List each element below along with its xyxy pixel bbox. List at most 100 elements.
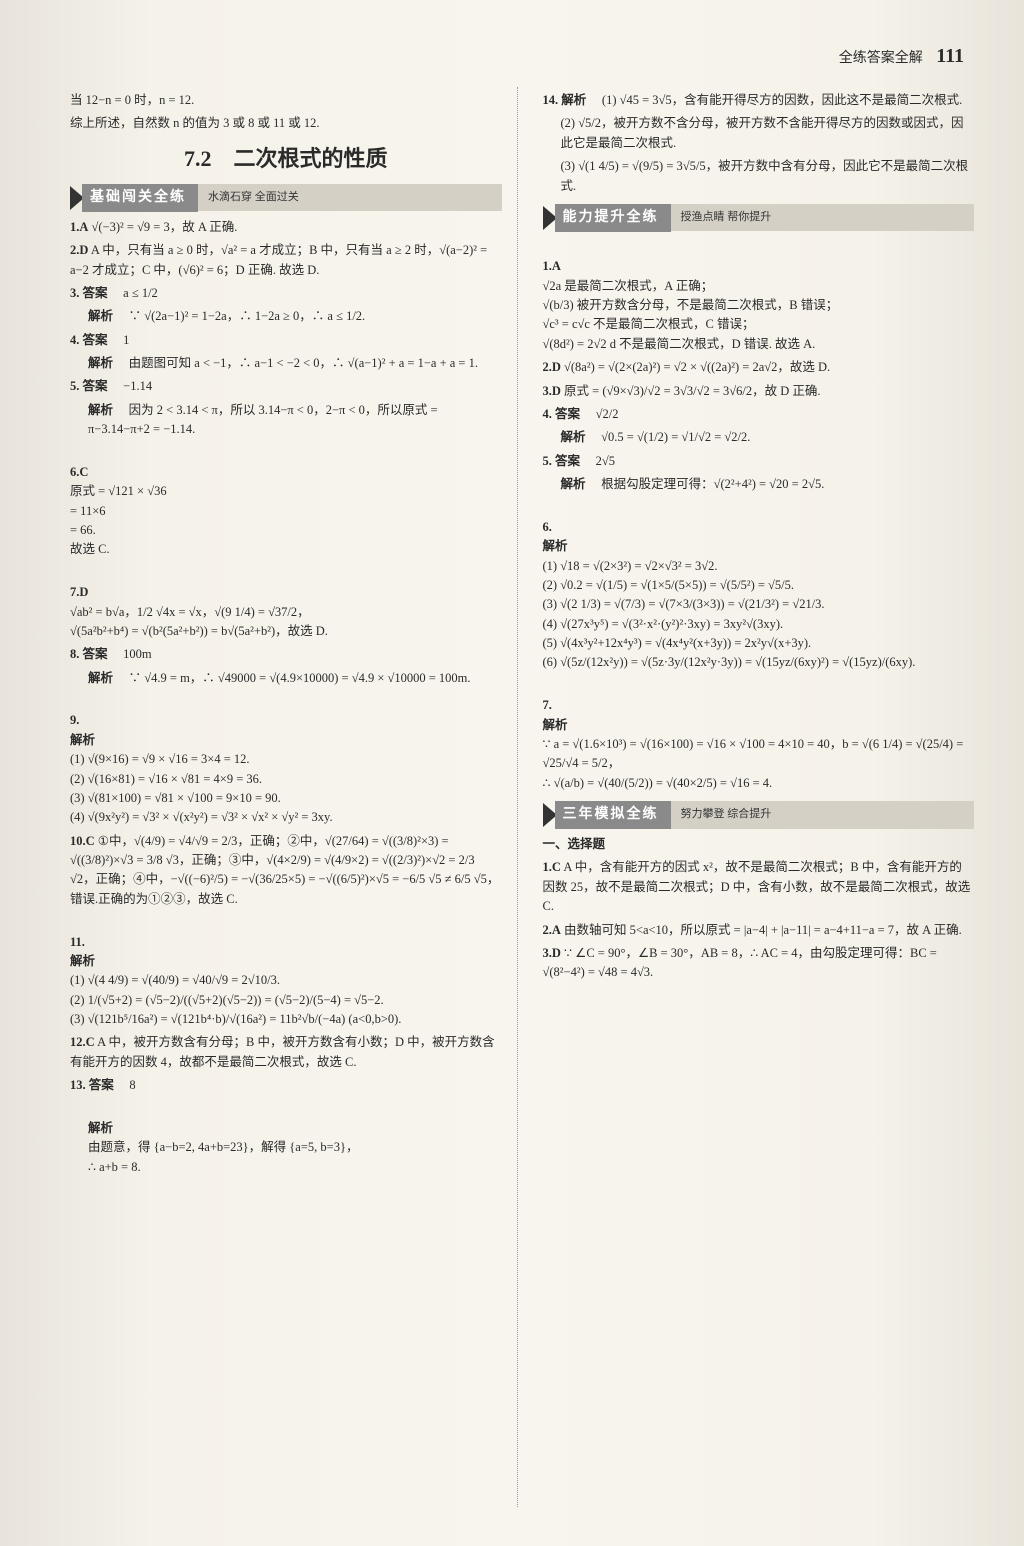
answer-value: a ≤ 1/2 [123, 286, 158, 300]
item-text: √ab² = b√a，1/2 √4x = √x，√(9 1/4) = √37/2… [70, 605, 328, 638]
item-14-p2: (2) √5/2，被开方数不含分母，被开方数不含能开得尽方的因数或因式，因此它是… [543, 114, 975, 153]
item-13-exp: 解析 由题意，得 {a−b=2, 4a+b=23}，解得 {a=5, b=3}，… [70, 1100, 502, 1178]
item-num: 14. [543, 93, 559, 107]
item-num: 6. [543, 520, 552, 534]
item-num: 7.D [70, 585, 88, 599]
answer-label: 答案 [83, 647, 108, 661]
ab-item-6: 6. 解析 (1) √18 = √(2×3²) = √2×√3² = 3√2. … [543, 498, 975, 672]
explain-label: 解析 [543, 718, 568, 732]
item-text: A 中，被开方数含有分母；B 中，被开方数含有小数；D 中，被开方数含有能开方的… [70, 1035, 495, 1068]
item-text: ∵ ∠C = 90°，∠B = 30°，AB = 8，∴ AC = 4，由勾股定… [543, 946, 937, 979]
item-num: 5. [70, 379, 79, 393]
item-num: 12.C [70, 1035, 95, 1049]
item-12: 12.C A 中，被开方数含有分母；B 中，被开方数含有小数；D 中，被开方数含… [70, 1033, 502, 1072]
item-4-ans: 4. 答案 1 [70, 331, 502, 350]
item-3-exp: 解析 ∵ √(2a−1)² = 1−2a，∴ 1−2a ≥ 0，∴ a ≤ 1/… [70, 307, 502, 326]
item-text: A 中，含有能开方的因式 x²，故不是最简二次根式；B 中，含有能开方的因数 2… [543, 860, 971, 913]
band-main-text: 能力提升全练 [555, 204, 671, 232]
band-main-text: 三年模拟全练 [555, 801, 671, 829]
explain-text: 由题意，得 {a−b=2, 4a+b=23}，解得 {a=5, b=3}， ∴ … [88, 1140, 358, 1173]
explain-text: ∵ a = √(1.6×10³) = √(16×100) = √16 × √10… [543, 737, 964, 790]
answer-label: 答案 [555, 407, 580, 421]
item-num: 2.A [543, 923, 561, 937]
item-text: 由数轴可知 5<a<10，所以原式 = |a−4| + |a−11| = a−4… [564, 923, 962, 937]
explain-label: 解析 [88, 1121, 113, 1135]
answer-value: −1.14 [123, 379, 152, 393]
ab-item-5-ans: 5. 答案 2√5 [543, 452, 975, 471]
item-text: 原式 = √121 × √36 = 11×6 = 66. 故选 C. [70, 484, 167, 556]
explain-text: ∵ √4.9 = m，∴ √49000 = √(4.9×10000) = √4.… [129, 671, 471, 685]
explain-label: 解析 [88, 403, 113, 417]
item-2: 2.D A 中，只有当 a ≥ 0 时，√a² = a 才成立；B 中，只有当 … [70, 241, 502, 280]
item-num: 8. [70, 647, 79, 661]
item-9: 9. 解析 (1) √(9×16) = √9 × √16 = 3×4 = 12.… [70, 692, 502, 828]
item-num: 11. [70, 935, 85, 949]
item-num: 2.D [543, 360, 561, 374]
item-num: 2.D [70, 243, 88, 257]
answer-value: 8 [129, 1078, 135, 1092]
item-num: 9. [70, 713, 79, 727]
item-8-ans: 8. 答案 100m [70, 645, 502, 664]
choice-3: 3.D ∵ ∠C = 90°，∠B = 30°，AB = 8，∴ AC = 4，… [543, 944, 975, 983]
item-num: 13. [70, 1078, 86, 1092]
item-num: 1.A [70, 220, 88, 234]
columns-container: 当 12−n = 0 时，n = 12. 综上所述，自然数 n 的值为 3 或 … [70, 87, 974, 1507]
explain-text: (1) √18 = √(2×3²) = √2×√3² = 3√2. (2) √0… [543, 559, 916, 670]
answer-label: 答案 [555, 454, 580, 468]
item-num: 10.C [70, 834, 95, 848]
item-14-p1: (1) √45 = 3√5，含有能开得尽方的因数，因此这不是最简二次根式. [602, 93, 962, 107]
explain-text: 因为 2 < 3.14 < π，所以 3.14−π < 0，2−π < 0，所以… [88, 403, 438, 436]
page: 全练答案全解 111 当 12−n = 0 时，n = 12. 综上所述，自然数… [0, 0, 1024, 1546]
explain-label: 解析 [561, 477, 586, 491]
explain-label: 解析 [561, 430, 586, 444]
item-10: 10.C ①中，√(4/9) = √4/√9 = 2/3，正确；②中，√(27/… [70, 832, 502, 910]
answer-value: 100m [123, 647, 151, 661]
choice-heading: 一、选择题 [543, 835, 975, 854]
item-text: ①中，√(4/9) = √4/√9 = 2/3，正确；②中，√(27/64) =… [70, 834, 499, 906]
right-column: 14. 解析 (1) √45 = 3√5，含有能开得尽方的因数，因此这不是最简二… [538, 87, 975, 1507]
item-num: 1.C [543, 860, 561, 874]
band-basic: 基础闯关全练 水滴石穿 全面过关 [70, 186, 502, 210]
item-5-ans: 5. 答案 −1.14 [70, 377, 502, 396]
answer-label: 答案 [89, 1078, 114, 1092]
explain-label: 解析 [88, 671, 113, 685]
band-main-text: 基础闯关全练 [82, 184, 198, 212]
item-1: 1.A √(−3)² = √9 = 3，故 A 正确. [70, 218, 502, 237]
ab-item-3: 3.D 原式 = (√9×√3)/√2 = 3√3/√2 = 3√6/2，故 D… [543, 382, 975, 401]
choice-1: 1.C A 中，含有能开方的因式 x²，故不是最简二次根式；B 中，含有能开方的… [543, 858, 975, 916]
item-14-p3: (3) √(1 4/5) = √(9/5) = 3√5/5，被开方数中含有分母，… [543, 157, 975, 196]
item-num: 7. [543, 698, 552, 712]
explain-label: 解析 [561, 93, 586, 107]
item-num: 6.C [70, 465, 88, 479]
band-three-year: 三年模拟全练 努力攀登 综合提升 [543, 803, 975, 827]
band-sub-text: 水滴石穿 全面过关 [198, 184, 502, 211]
item-11: 11. 解析 (1) √(4 4/9) = √(40/9) = √40/√9 =… [70, 913, 502, 1029]
explain-text: (1) √(4 4/9) = √(40/9) = √40/√9 = 2√10/3… [70, 973, 401, 1026]
answer-value: 2√5 [596, 454, 615, 468]
answer-label: 答案 [83, 333, 108, 347]
explain-label: 解析 [70, 733, 95, 747]
section-title: 7.2 二次根式的性质 [70, 142, 502, 176]
item-6: 6.C 原式 = √121 × √36 = 11×6 = 66. 故选 C. [70, 444, 502, 560]
explain-text: √0.5 = √(1/2) = √1/√2 = √2/2. [601, 430, 750, 444]
item-num: 3.D [543, 946, 561, 960]
item-5-exp: 解析 因为 2 < 3.14 < π，所以 3.14−π < 0，2−π < 0… [70, 401, 502, 440]
item-num: 1.A [543, 259, 561, 273]
item-7: 7.D √ab² = b√a，1/2 √4x = √x，√(9 1/4) = √… [70, 564, 502, 642]
item-text: √(8a²) = √(2×(2a)²) = √2 × √((2a)²) = 2a… [564, 360, 830, 374]
answer-label: 答案 [83, 286, 108, 300]
item-3-ans: 3. 答案 a ≤ 1/2 [70, 284, 502, 303]
ab-item-4-ans: 4. 答案 √2/2 [543, 405, 975, 424]
item-num: 3. [70, 286, 79, 300]
item-text: √(−3)² = √9 = 3，故 A 正确. [92, 220, 238, 234]
left-column: 当 12−n = 0 时，n = 12. 综上所述，自然数 n 的值为 3 或 … [70, 87, 518, 1507]
explain-text: 由题图可知 a < −1，∴ a−1 < −2 < 0，∴ √(a−1)² + … [129, 356, 478, 370]
answer-value: √2/2 [596, 407, 619, 421]
item-num: 5. [543, 454, 552, 468]
explain-label: 解析 [88, 309, 113, 323]
item-num: 3.D [543, 384, 561, 398]
page-number: 111 [936, 45, 964, 67]
item-text: √2a 是最简二次根式，A 正确； √(b/3) 被开方数含分母，不是最简二次根… [543, 279, 839, 351]
item-num: 4. [70, 333, 79, 347]
explain-label: 解析 [543, 539, 568, 553]
